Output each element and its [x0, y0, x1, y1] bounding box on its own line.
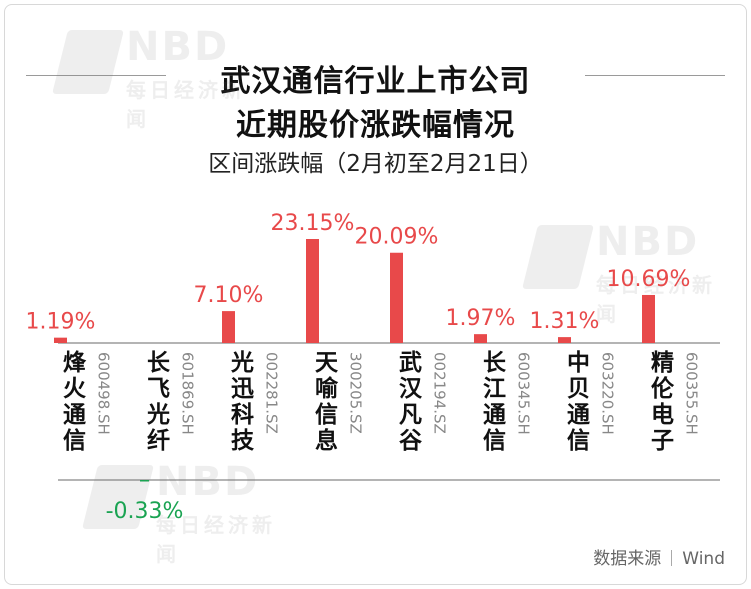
- bar: [642, 294, 655, 343]
- data-label: 1.97%: [446, 306, 516, 331]
- nbd-watermark-logo: NBD 每日经济新闻: [52, 20, 250, 131]
- chart-title-line1: 武汉通信行业上市公司: [220, 64, 531, 99]
- stock-code-label: 601869.SH: [179, 352, 197, 435]
- category-label-char: 子: [651, 428, 674, 454]
- category-label-char: 纤: [147, 427, 170, 454]
- chart-title-line2: 近期股价涨跌幅情况: [236, 108, 515, 143]
- chart-card: [4, 4, 747, 585]
- category-label-char: 信: [63, 427, 86, 454]
- stock-code-label: 600498.SH: [95, 352, 113, 435]
- bar: [54, 337, 67, 343]
- category-label-char: 谷: [399, 428, 423, 454]
- bar: [558, 337, 571, 343]
- data-label: 7.10%: [194, 283, 264, 308]
- category-label-char: 汉: [399, 376, 423, 402]
- category-label-char: 通: [483, 402, 506, 428]
- category-label-char: 武: [399, 350, 422, 376]
- category-label-char: 长: [483, 350, 507, 376]
- category-label-char: 中: [567, 350, 590, 376]
- stock-code-label: 600345.SH: [515, 352, 533, 435]
- category-label-char: 飞: [147, 376, 170, 402]
- data-label: 1.19%: [26, 310, 96, 335]
- category-label-char: 技: [231, 428, 255, 454]
- category-label-char: 电: [651, 402, 674, 428]
- category-label-char: 长: [147, 350, 171, 376]
- stock-code-label: 002281.SZ: [263, 352, 281, 434]
- source-label: 数据来源: [593, 549, 662, 569]
- bar: [222, 311, 235, 343]
- title-rule-right: [585, 75, 725, 76]
- title-rule-left: [26, 75, 166, 76]
- category-label-char: 光: [146, 402, 170, 428]
- category-label-char: 伦: [651, 375, 675, 402]
- category-label-char: 信: [483, 427, 506, 454]
- category-label-char: 火: [63, 376, 86, 402]
- chart-subtitle: 区间涨跌幅（2月初至2月21日）: [208, 151, 543, 177]
- stock-code-label: 603220.SH: [599, 352, 617, 435]
- category-label-char: 光: [230, 350, 254, 376]
- category-label-char: 江: [483, 376, 506, 402]
- data-label: 23.15%: [271, 211, 355, 236]
- category-label-char: 息: [315, 427, 338, 454]
- category-label-char: 凡: [399, 402, 422, 428]
- category-label-char: 通: [567, 402, 590, 428]
- category-label-char: 贝: [567, 376, 590, 402]
- source-name: Wind: [682, 549, 725, 569]
- category-label-char: 通: [63, 402, 86, 428]
- stock-code-label: 600355.SH: [683, 352, 701, 435]
- bar: [140, 480, 149, 482]
- bar: [390, 252, 403, 343]
- bar: [306, 239, 319, 343]
- category-label-char: 科: [231, 402, 254, 428]
- source-separator: [671, 550, 673, 566]
- data-source: 数据来源 Wind: [593, 544, 725, 569]
- bar: [474, 334, 487, 343]
- data-label: 1.31%: [530, 309, 600, 334]
- category-label-char: 信: [315, 401, 338, 428]
- category-label-char: 精: [651, 350, 674, 376]
- stock-code-label: 300205.SZ: [347, 352, 365, 434]
- category-label-char: 烽: [63, 350, 87, 376]
- category-label-char: 天: [315, 350, 339, 376]
- data-label: -0.33%: [106, 499, 184, 524]
- nbd-watermark-logo: NBD 每日经济新闻: [522, 215, 720, 326]
- category-label-char: 信: [567, 427, 590, 454]
- category-label-char: 迅: [231, 376, 254, 402]
- category-label-char: 喻: [315, 375, 339, 402]
- data-label: 20.09%: [355, 225, 439, 250]
- stock-code-label: 002194.SZ: [431, 352, 449, 434]
- data-label: 10.69%: [607, 267, 691, 292]
- nbd-watermark-logo: NBD 每日经济新闻: [82, 455, 280, 566]
